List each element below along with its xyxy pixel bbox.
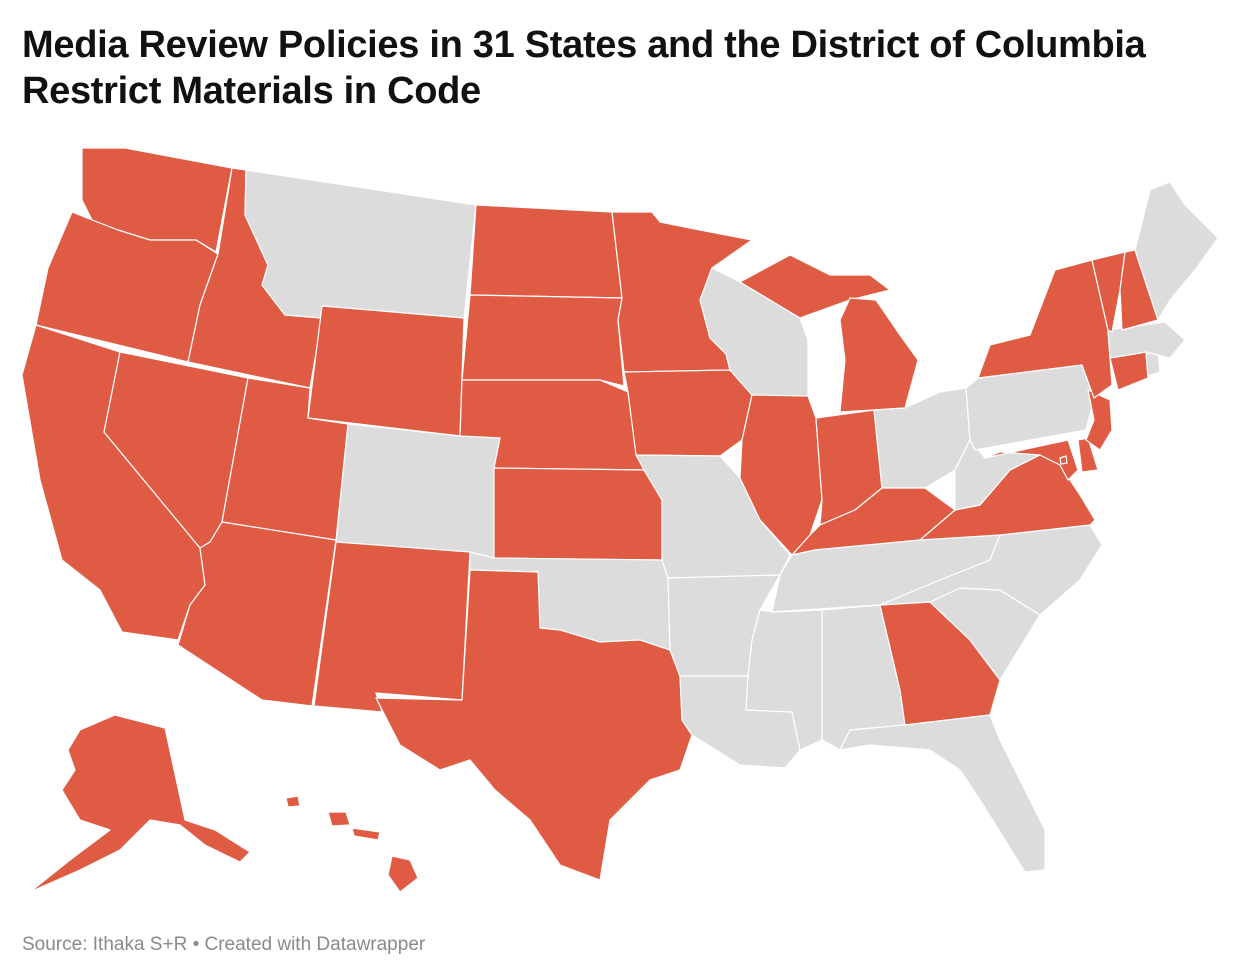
state-maryland[interactable] — [984, 439, 1079, 481]
source-credit: Source: Ithaka S+R • Created with Datawr… — [22, 934, 426, 955]
state-hawaii-molokai[interactable] — [351, 827, 381, 841]
state-new-jersey[interactable] — [1085, 389, 1113, 451]
state-arizona[interactable] — [177, 521, 337, 707]
state-colorado[interactable] — [335, 423, 501, 559]
state-wyoming[interactable] — [307, 305, 465, 437]
state-florida[interactable] — [839, 714, 1046, 873]
state-south-dakota[interactable] — [461, 294, 625, 387]
state-district-of-columbia[interactable] — [1059, 455, 1068, 465]
state-north-dakota[interactable] — [469, 204, 623, 299]
state-michigan-lower[interactable] — [839, 297, 919, 413]
chart-title: Media Review Policies in 31 States and t… — [22, 24, 1146, 112]
state-rhode-island[interactable] — [1145, 351, 1161, 377]
state-iowa[interactable] — [623, 369, 753, 457]
state-pennsylvania[interactable] — [965, 364, 1095, 451]
state-maine[interactable] — [1134, 181, 1219, 321]
state-north-carolina[interactable] — [879, 524, 1103, 616]
state-michigan-upper[interactable] — [739, 254, 891, 319]
state-hawaii-big-island[interactable] — [387, 855, 419, 893]
state-delaware[interactable] — [1077, 437, 1099, 473]
state-connecticut[interactable] — [1109, 351, 1149, 391]
state-montana[interactable] — [244, 169, 477, 319]
state-vermont[interactable] — [1091, 251, 1126, 333]
state-new-mexico[interactable] — [313, 541, 471, 713]
state-alaska[interactable] — [29, 714, 251, 893]
state-texas[interactable] — [375, 569, 693, 881]
state-kansas[interactable] — [493, 467, 663, 561]
state-hawaii-maui[interactable] — [327, 811, 351, 827]
state-massachusetts[interactable] — [1107, 321, 1186, 359]
state-hawaii-oahu[interactable] — [285, 795, 301, 808]
state-new-hampshire[interactable] — [1119, 249, 1159, 331]
us-state-map — [0, 128, 1240, 918]
